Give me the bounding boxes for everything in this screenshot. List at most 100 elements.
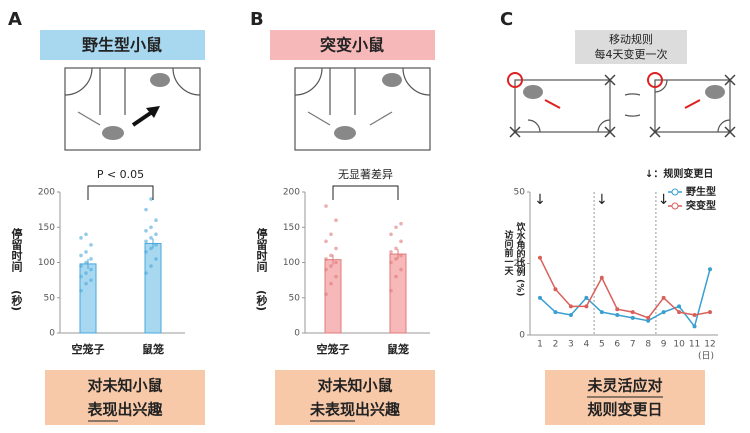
- data-point: [394, 246, 398, 251]
- data-point: [329, 232, 333, 237]
- y-tick-label: 0: [519, 331, 525, 341]
- data-point: [324, 204, 328, 208]
- x-tick-label: 6: [614, 340, 620, 350]
- data-point: [334, 274, 338, 279]
- series-point: [584, 304, 589, 309]
- x-tick-label: 10: [673, 340, 685, 350]
- conclusion: 表现出兴趣: [87, 401, 163, 419]
- change-legend: ↓：规则变更日: [645, 167, 713, 180]
- data-point: [389, 288, 393, 293]
- x-tick-label: 7: [630, 340, 636, 350]
- y-axis-label: 停留时间: [10, 227, 23, 273]
- y-axis-label: 停留时间: [255, 227, 268, 273]
- data-point: [79, 274, 83, 279]
- data-point: [79, 264, 83, 268]
- y-tick-label: 200: [283, 188, 300, 198]
- data-point: [324, 292, 328, 297]
- arena-diagram: [64, 67, 731, 151]
- series-point: [599, 310, 604, 315]
- data-point: [79, 253, 83, 258]
- data-point: [399, 239, 403, 244]
- data-point: [389, 260, 393, 265]
- x-tick-label: 5: [599, 340, 605, 350]
- series-point: [708, 267, 712, 272]
- rule-text: 每4天变更一次: [595, 47, 668, 61]
- data-point: [399, 267, 403, 272]
- data-point: [324, 239, 328, 244]
- data-point: [154, 232, 158, 237]
- red-arrow: [684, 99, 701, 109]
- series-point: [568, 312, 573, 317]
- series-point: [615, 307, 620, 312]
- legend-swatch: [671, 202, 679, 210]
- series-point: [661, 295, 666, 300]
- data-point: [389, 250, 393, 254]
- header-box: [40, 30, 205, 60]
- data-point: [154, 243, 158, 247]
- data-point: [84, 250, 88, 254]
- header: 突变小鼠: [320, 36, 384, 55]
- series-point: [584, 295, 589, 300]
- data-point: [329, 264, 333, 268]
- conclusion-box: [45, 370, 205, 425]
- series-point: [599, 275, 604, 280]
- y-tick-label: 25: [514, 259, 525, 269]
- rule-text: 移动规则: [609, 32, 653, 46]
- series-point: [692, 324, 697, 329]
- data-point: [394, 274, 398, 279]
- data-point: [84, 281, 88, 286]
- series-point: [553, 310, 558, 315]
- y-axis-label: 饮水角的比例 (%): [515, 221, 527, 296]
- bar: [79, 263, 97, 334]
- data-point: [144, 228, 148, 233]
- panel-label: A: [8, 9, 22, 30]
- series-point: [615, 312, 620, 317]
- bar: [389, 253, 407, 334]
- data-point: [149, 264, 153, 268]
- data-point: [154, 257, 158, 261]
- x-tick-label: 4: [583, 340, 589, 350]
- data-point: [334, 246, 338, 251]
- data-point: [154, 218, 158, 222]
- legend-label: 突变型: [686, 199, 716, 212]
- panel-label: B: [250, 9, 264, 30]
- data-point: [399, 221, 403, 226]
- y-tick-label: 200: [38, 188, 55, 198]
- y-tick-label: 150: [283, 223, 300, 233]
- data-point: [79, 288, 83, 293]
- series-point: [568, 304, 573, 309]
- x-tick-label: 3: [568, 340, 574, 350]
- red-arrow: [544, 99, 561, 109]
- series-point: [692, 312, 697, 317]
- conclusion: 对未知小鼠: [317, 377, 392, 395]
- data-point: [89, 257, 93, 261]
- y-tick-label: 100: [38, 258, 55, 268]
- x-tick-label: 鼠笼: [387, 342, 409, 356]
- data-point: [149, 246, 153, 251]
- x-tick-label: 鼠笼: [142, 342, 164, 356]
- y-axis-unit: (秒): [255, 290, 268, 311]
- series-point: [553, 287, 558, 292]
- data-point: [84, 260, 88, 265]
- bracket: [332, 185, 399, 200]
- series-point: [538, 295, 542, 300]
- data-point: [334, 260, 338, 265]
- legend-swatch: [671, 188, 679, 196]
- bracket: [87, 185, 154, 200]
- rule-box: [575, 30, 687, 64]
- data-point: [84, 232, 88, 237]
- data-point: [84, 271, 88, 275]
- panel-label: C: [500, 9, 513, 30]
- y-tick-label: 50: [514, 188, 526, 198]
- data-point: [329, 281, 333, 286]
- water-corner: [507, 72, 523, 88]
- data-point: [79, 236, 83, 240]
- series-point: [661, 310, 666, 315]
- series-line: [539, 257, 711, 319]
- data-point: [149, 225, 153, 230]
- y-tick-label: 50: [289, 293, 301, 303]
- bar: [144, 242, 162, 334]
- y-axis-label: 访问前一天: [503, 229, 514, 276]
- series-point: [646, 318, 651, 323]
